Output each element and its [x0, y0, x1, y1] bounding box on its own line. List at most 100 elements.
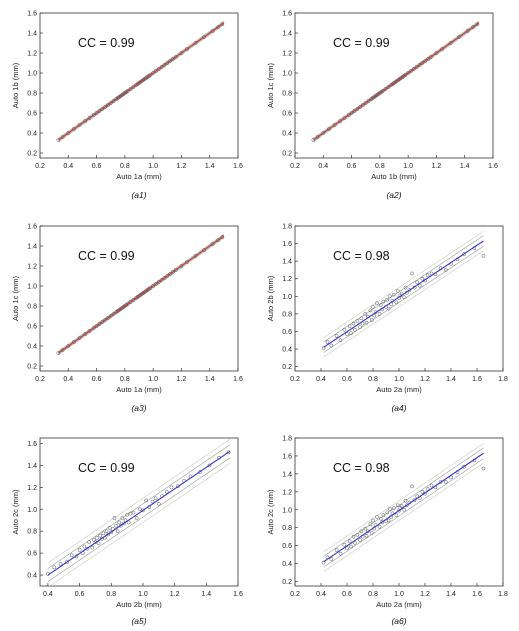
x-tick-label: 0.8: [368, 376, 378, 383]
data-point: [363, 312, 368, 316]
x-tick-label: 1.4: [205, 163, 215, 170]
confidence-band-line: [323, 250, 484, 358]
data-point: [385, 297, 390, 302]
confidence-band-line: [323, 462, 484, 572]
data-point: [386, 518, 391, 523]
y-tick-label: 1.0: [282, 71, 292, 78]
y-tick-label: 0.6: [282, 329, 292, 336]
data-point: [355, 319, 360, 323]
data-point: [77, 123, 82, 127]
x-tick-label: 1.0: [394, 376, 404, 383]
data-point: [429, 483, 434, 488]
data-point: [377, 312, 382, 316]
data-point: [369, 318, 374, 322]
data-point: [355, 533, 360, 537]
x-tick-label: 0.4: [63, 376, 73, 383]
data-point: [345, 332, 349, 336]
data-point: [148, 73, 153, 77]
y-tick-label: 0.4: [27, 573, 37, 580]
data-point: [83, 332, 88, 336]
x-tick-label: 0.2: [35, 376, 45, 383]
y-tick-label: 1.6: [282, 11, 292, 18]
data-point: [412, 498, 417, 502]
y-tick-label: 1.6: [27, 441, 37, 448]
y-tick-label: 0.8: [27, 91, 37, 98]
y-axis-label: Auto 2c (mm): [266, 489, 275, 535]
x-tick-label: 1.2: [170, 591, 180, 598]
data-point: [378, 303, 383, 307]
data-point: [106, 316, 110, 320]
data-point: [438, 480, 443, 484]
chart-panel-6: 0.2 0.4 0.6 0.8 1.0 1.2 1.4 1.6 1.8 0.2 0.4 0.6 0.8 1…: [266, 436, 508, 627]
data-point: [96, 541, 101, 546]
y-tick-label: 0.4: [282, 561, 292, 568]
data-point: [471, 25, 476, 29]
data-point: [347, 324, 352, 329]
data-point: [101, 531, 106, 536]
data-point: [185, 260, 189, 264]
data-point: [108, 101, 113, 105]
y-tick-label: 0.8: [27, 529, 37, 536]
x-tick-label: 1.0: [403, 163, 413, 170]
data-point: [56, 351, 61, 355]
x-axis-label: Auto 1b (mm): [371, 172, 417, 181]
data-point: [106, 532, 110, 537]
data-point: [386, 306, 391, 311]
panel-caption: (a3): [131, 403, 146, 413]
plot-frame: [294, 12, 494, 159]
data-point: [409, 69, 413, 73]
data-point: [358, 325, 362, 329]
y-tick-label: 0.8: [282, 525, 292, 532]
data-point: [106, 103, 110, 107]
data-point: [325, 340, 330, 344]
data-point: [352, 541, 357, 545]
data-point: [321, 346, 326, 351]
y-tick-label: 1.4: [282, 259, 292, 266]
data-point: [171, 57, 175, 61]
x-axis-label: Auto 2b (mm): [116, 600, 162, 609]
data-point: [329, 343, 334, 348]
data-point: [87, 329, 92, 333]
x-axis-label: Auto 1a (mm): [116, 385, 162, 394]
data-point: [95, 535, 99, 540]
x-tick-label: 0.6: [75, 591, 85, 598]
data-point: [131, 510, 136, 515]
x-tick-label: 0.8: [106, 591, 116, 598]
x-tick-label: 0.6: [342, 591, 352, 598]
data-point: [128, 511, 133, 516]
data-point: [103, 105, 107, 109]
data-point: [226, 450, 231, 455]
cc-annotation: CC = 0.99: [78, 461, 135, 475]
data-point: [77, 336, 82, 340]
data-point: [82, 544, 87, 549]
x-tick-label: 0.6: [92, 163, 102, 170]
data-point: [126, 520, 131, 525]
y-tick-label: 0.4: [282, 347, 292, 354]
data-point: [391, 292, 396, 297]
x-tick-label: 1.4: [446, 591, 456, 598]
x-tick-label: 1.0: [394, 591, 404, 598]
panel-caption: (a2): [386, 190, 401, 200]
cc-annotation: CC = 0.99: [78, 249, 135, 263]
data-point: [72, 340, 76, 344]
data-point: [141, 508, 145, 513]
data-point: [352, 109, 357, 113]
chart-panel-5: 0.4 0.6 0.8 1.0 1.2 1.4 1.6 0.4 0.6 0.8 1.0 1.2 1.4 1…: [11, 437, 243, 626]
data-point: [381, 299, 386, 304]
data-point: [457, 35, 461, 39]
data-point: [202, 35, 206, 39]
data-point: [220, 22, 225, 26]
data-point: [131, 85, 136, 89]
x-tick-label: 0.4: [316, 591, 326, 598]
confidence-band-line: [47, 457, 231, 582]
x-tick-label: 1.4: [201, 591, 211, 598]
x-tick-label: 1.6: [488, 163, 498, 170]
data-point: [220, 235, 225, 239]
data-point: [417, 283, 422, 288]
data-point: [179, 264, 184, 268]
data-point: [395, 289, 400, 293]
data-point: [465, 29, 470, 33]
x-tick-label: 1.0: [148, 163, 158, 170]
data-point: [92, 538, 96, 542]
data-point: [198, 470, 202, 474]
